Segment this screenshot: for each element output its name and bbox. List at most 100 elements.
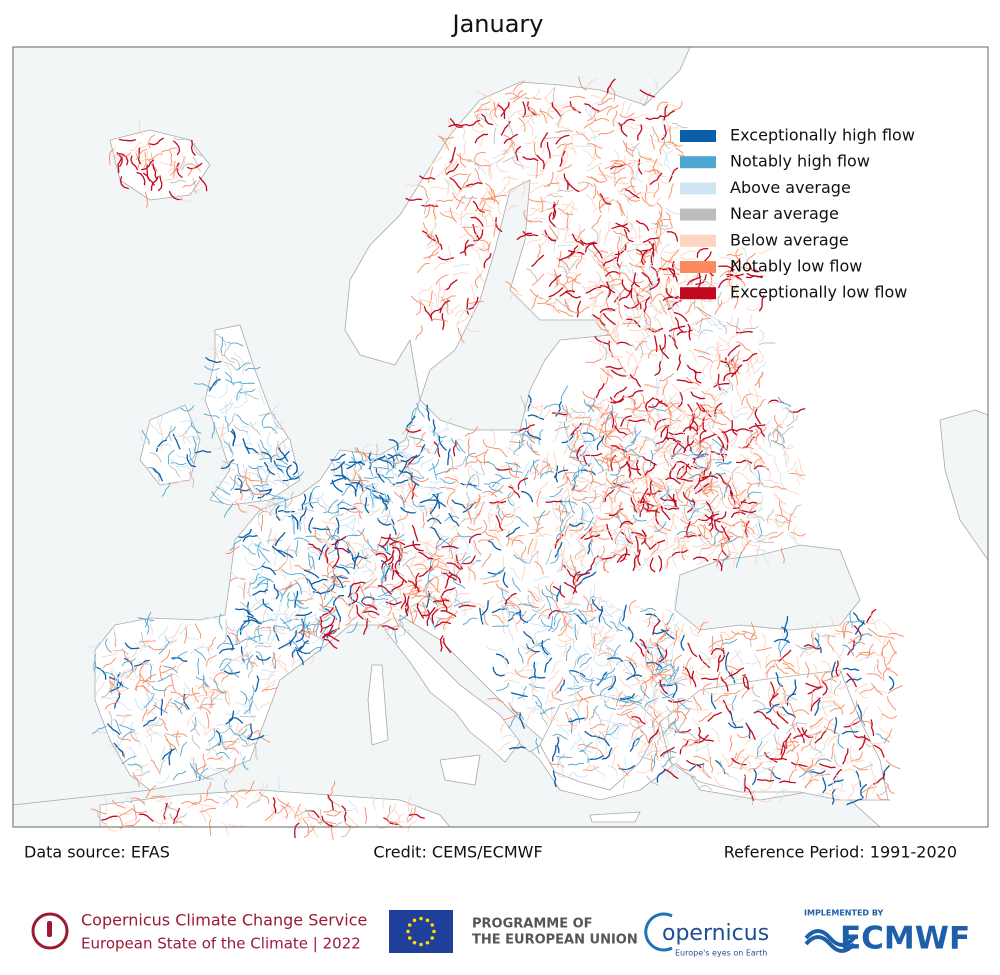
river bbox=[693, 697, 699, 714]
river bbox=[334, 597, 348, 606]
river bbox=[730, 360, 741, 375]
river bbox=[135, 148, 148, 161]
river bbox=[634, 341, 648, 352]
river bbox=[447, 304, 461, 316]
river bbox=[586, 176, 603, 183]
river bbox=[605, 471, 614, 487]
river bbox=[622, 453, 636, 462]
river bbox=[781, 547, 785, 564]
river bbox=[505, 606, 522, 611]
river bbox=[574, 306, 590, 314]
river bbox=[741, 532, 745, 550]
river bbox=[669, 682, 686, 687]
river bbox=[351, 528, 365, 537]
river bbox=[625, 461, 632, 478]
river bbox=[758, 767, 774, 774]
river bbox=[619, 248, 636, 253]
river bbox=[561, 152, 568, 168]
river bbox=[410, 579, 423, 592]
river bbox=[113, 742, 125, 757]
river bbox=[846, 672, 857, 688]
river bbox=[400, 506, 416, 514]
river bbox=[688, 443, 705, 448]
river bbox=[198, 674, 206, 690]
river bbox=[504, 713, 521, 721]
river bbox=[549, 690, 561, 704]
river bbox=[757, 348, 764, 364]
river bbox=[415, 564, 431, 571]
river bbox=[647, 128, 658, 142]
river bbox=[728, 494, 741, 507]
river bbox=[614, 244, 627, 256]
river bbox=[653, 316, 664, 331]
river bbox=[762, 549, 771, 565]
river bbox=[622, 396, 637, 405]
river bbox=[713, 530, 721, 546]
river bbox=[663, 530, 668, 547]
river bbox=[384, 583, 400, 591]
river bbox=[527, 414, 545, 420]
river bbox=[230, 659, 247, 665]
river bbox=[711, 419, 727, 426]
river bbox=[830, 704, 845, 712]
river bbox=[603, 694, 615, 708]
river bbox=[693, 499, 711, 502]
river bbox=[700, 433, 716, 442]
river bbox=[714, 300, 723, 316]
river bbox=[209, 694, 219, 709]
river bbox=[531, 254, 545, 268]
river bbox=[250, 480, 267, 483]
river bbox=[210, 692, 214, 709]
river bbox=[466, 297, 470, 315]
river bbox=[646, 775, 660, 787]
river bbox=[327, 534, 341, 541]
river bbox=[223, 361, 238, 371]
river bbox=[452, 272, 469, 276]
river bbox=[645, 242, 663, 246]
legend-swatch bbox=[680, 208, 716, 221]
river bbox=[728, 269, 731, 287]
river bbox=[291, 514, 299, 530]
river bbox=[109, 149, 114, 165]
river bbox=[540, 619, 554, 630]
river bbox=[607, 435, 623, 442]
river bbox=[551, 618, 561, 633]
river bbox=[752, 398, 766, 409]
river bbox=[717, 320, 727, 334]
river bbox=[605, 325, 619, 335]
river bbox=[138, 430, 149, 444]
river bbox=[638, 225, 641, 242]
river bbox=[647, 749, 664, 754]
river bbox=[150, 176, 159, 192]
river bbox=[248, 572, 260, 585]
river bbox=[663, 104, 669, 121]
river bbox=[257, 619, 274, 624]
river bbox=[549, 581, 554, 598]
river bbox=[743, 633, 758, 640]
river bbox=[406, 803, 423, 808]
river bbox=[273, 538, 277, 555]
river bbox=[483, 580, 500, 585]
river bbox=[446, 595, 452, 612]
river bbox=[599, 719, 617, 725]
river bbox=[731, 419, 738, 436]
river bbox=[672, 284, 681, 301]
river bbox=[524, 135, 538, 145]
river bbox=[496, 149, 509, 162]
river bbox=[111, 799, 126, 809]
river bbox=[572, 496, 588, 501]
river bbox=[609, 407, 613, 425]
river bbox=[610, 644, 621, 659]
river bbox=[291, 519, 296, 536]
river bbox=[609, 502, 623, 513]
river bbox=[242, 544, 256, 555]
river bbox=[516, 232, 533, 240]
river bbox=[600, 435, 611, 449]
river bbox=[592, 243, 603, 259]
river bbox=[621, 279, 632, 293]
river bbox=[558, 265, 568, 278]
river bbox=[511, 693, 514, 711]
river bbox=[563, 603, 581, 606]
river bbox=[132, 772, 140, 788]
river bbox=[843, 622, 850, 638]
